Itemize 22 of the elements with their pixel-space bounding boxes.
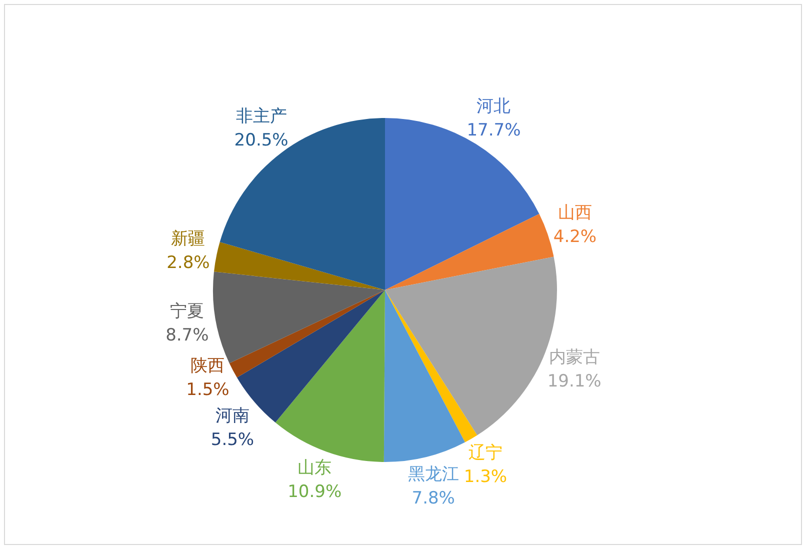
data-label: 5.5% bbox=[210, 430, 254, 450]
data-label: 19.1% bbox=[547, 372, 602, 392]
slice-label: 河北 bbox=[476, 96, 511, 116]
slice-label: 宁夏 bbox=[170, 301, 204, 322]
data-label: 8.7% bbox=[166, 325, 209, 346]
data-label: 4.2% bbox=[553, 227, 597, 248]
slice-label: 河南 bbox=[215, 406, 250, 426]
slice-label: 山西 bbox=[558, 203, 592, 224]
slice-label: 非主产 bbox=[236, 106, 287, 126]
data-label: 17.7% bbox=[466, 120, 521, 140]
data-label: 7.8% bbox=[412, 488, 455, 508]
data-label: 10.9% bbox=[288, 482, 342, 502]
data-label: 20.5% bbox=[234, 130, 288, 150]
slice-label: 辽宁 bbox=[468, 442, 502, 463]
slice-label: 黑龙江 bbox=[408, 464, 459, 484]
slice-label: 新疆 bbox=[171, 228, 206, 249]
slice-label: 内蒙古 bbox=[548, 348, 600, 368]
slice-label: 山东 bbox=[298, 458, 332, 478]
data-label: 1.5% bbox=[186, 380, 230, 400]
data-label: 2.8% bbox=[166, 252, 210, 273]
data-label: 1.3% bbox=[464, 466, 508, 487]
slice-label: 陕西 bbox=[190, 356, 225, 376]
